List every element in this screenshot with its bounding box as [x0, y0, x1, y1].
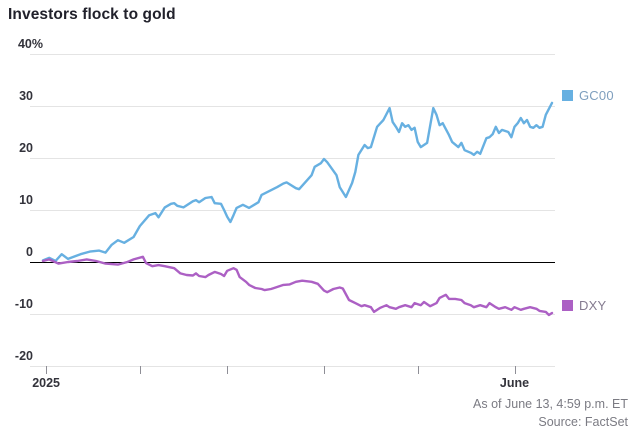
x-axis-tick: [139, 366, 141, 374]
gridline: [30, 366, 555, 367]
gridline: [30, 210, 555, 211]
y-axis-label: 10: [19, 193, 33, 207]
y-axis-label: -10: [14, 297, 33, 311]
gridline: [30, 54, 555, 55]
gc00-swatch-icon: [562, 90, 573, 101]
y-axis-label: 20: [19, 141, 33, 155]
gridline: [30, 158, 555, 159]
x-axis-tick: [514, 366, 516, 374]
y-axis-label: 0: [26, 245, 33, 259]
gridline: [30, 106, 555, 107]
legend-dxy-label: DXY: [579, 298, 607, 313]
x-axis-tick: [46, 366, 48, 374]
legend-gc00-label: GC00: [579, 88, 614, 103]
as-of-note: As of June 13, 4:59 p.m. ET: [473, 397, 628, 411]
dxy-swatch-icon: [562, 300, 573, 311]
x-axis-tick: [227, 366, 229, 374]
y-axis-label: -20: [14, 349, 33, 363]
x-axis-label: 2025: [32, 376, 61, 390]
chart-title: Investors flock to gold: [8, 6, 176, 23]
source-note: Source: FactSet: [538, 415, 628, 429]
x-axis-tick: [417, 366, 419, 374]
legend-dxy: DXY: [562, 298, 606, 313]
zero-baseline: [30, 261, 555, 263]
x-axis-label: June: [499, 376, 530, 390]
gridline: [30, 314, 555, 315]
y-axis-label: 30: [19, 89, 33, 103]
legend-gc00: GC00: [562, 88, 614, 103]
dxy-line: [41, 255, 554, 317]
y-axis-label: 40%: [17, 37, 43, 51]
x-axis-tick: [324, 366, 326, 374]
gc00-line: [41, 101, 554, 263]
